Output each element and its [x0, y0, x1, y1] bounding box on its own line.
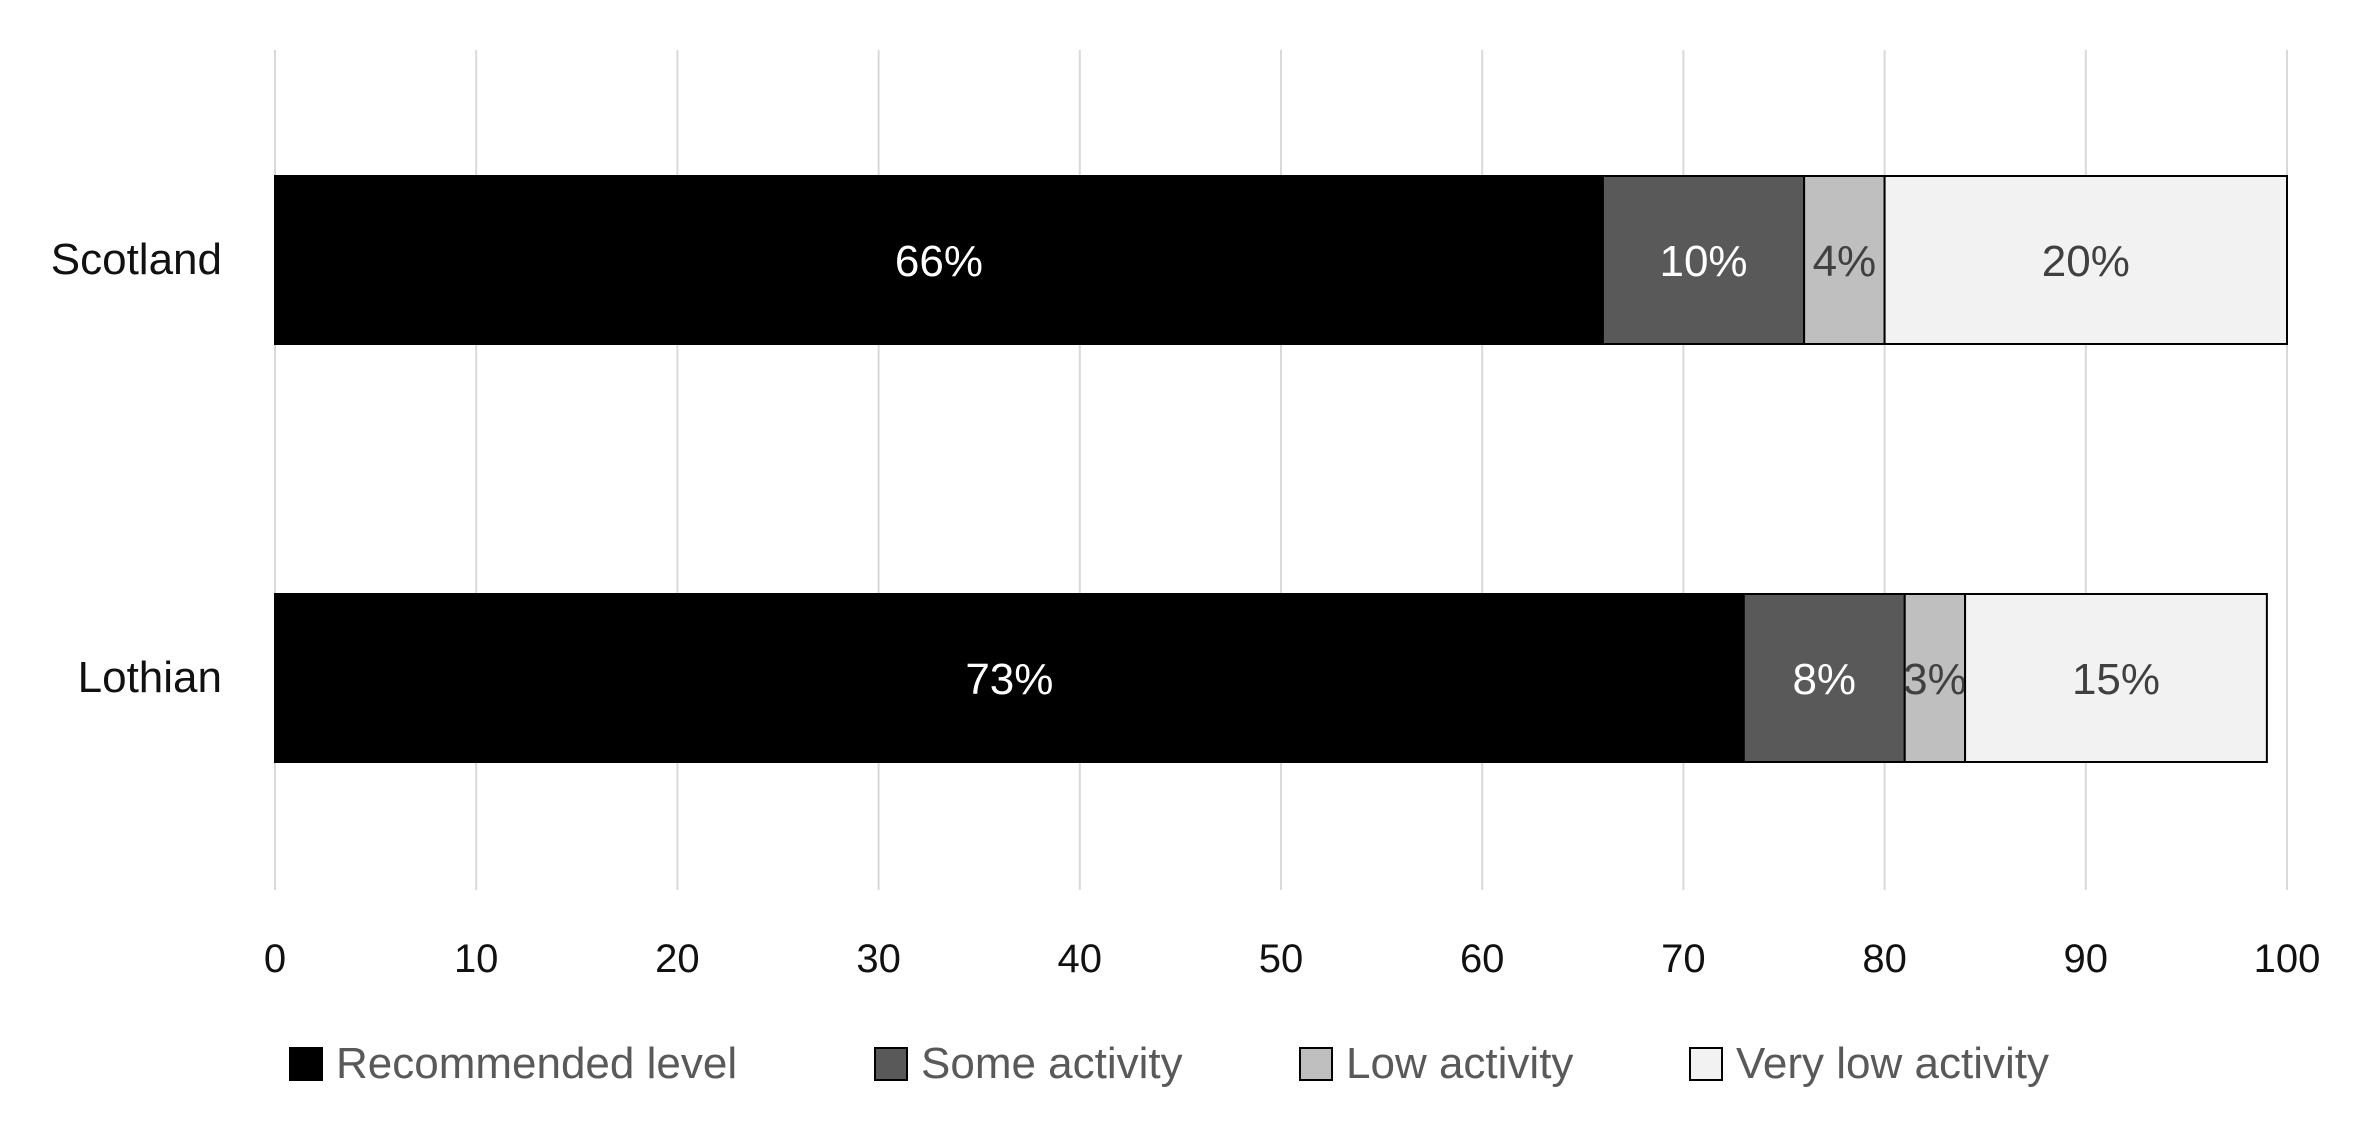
bar-segment [1742, 593, 1906, 763]
data-label: 10% [1659, 237, 1747, 286]
legend-swatch [1299, 1047, 1333, 1081]
data-label: 8% [1792, 655, 1856, 704]
bar-segment [1964, 593, 2268, 763]
legend-swatch [289, 1047, 323, 1081]
x-tick-label: 10 [454, 937, 499, 981]
data-label: 3% [1903, 655, 1967, 704]
data-label: 73% [965, 655, 1053, 704]
legend-swatch [1689, 1047, 1723, 1081]
data-label: 15% [2072, 655, 2160, 704]
legend: Recommended level Some activity Low activi… [289, 1039, 2049, 1088]
x-tick-label: 60 [1460, 937, 1505, 981]
bar-segment [1903, 593, 1967, 763]
x-tick-label: 0 [264, 937, 286, 981]
bar-segment [1803, 175, 1886, 345]
legend-swatch [874, 1047, 908, 1081]
bars: 66% 10% 4% 20% 73% 8% 3% 15% [274, 175, 2288, 763]
x-tick-label: 40 [1058, 937, 1103, 981]
x-tick-label: 20 [655, 937, 700, 981]
bar-segment [1883, 175, 2288, 345]
data-label: 4% [1813, 237, 1877, 286]
legend-label: Some activity [921, 1039, 1183, 1088]
x-tick-label: 70 [1661, 937, 1706, 981]
bar-segment [274, 593, 1745, 763]
x-tick-label: 80 [1862, 937, 1907, 981]
legend-label: Very low activity [1736, 1039, 2049, 1088]
category-label: Scotland [51, 235, 222, 284]
category-label: Lothian [78, 653, 222, 702]
x-tick-label: 100 [2254, 937, 2321, 981]
x-tick-label: 90 [2064, 937, 2109, 981]
x-axis-tick-labels: 0 10 20 30 40 50 60 70 80 90 100 [264, 937, 2321, 981]
x-tick-label: 30 [856, 937, 901, 981]
data-label: 20% [2042, 237, 2130, 286]
data-label: 66% [895, 237, 983, 286]
legend-label: Recommended level [336, 1039, 737, 1088]
legend-label: Low activity [1346, 1039, 1573, 1088]
x-tick-label: 50 [1259, 937, 1304, 981]
bar-segment [274, 175, 1604, 345]
category-labels: Scotland Lothian [51, 235, 222, 702]
